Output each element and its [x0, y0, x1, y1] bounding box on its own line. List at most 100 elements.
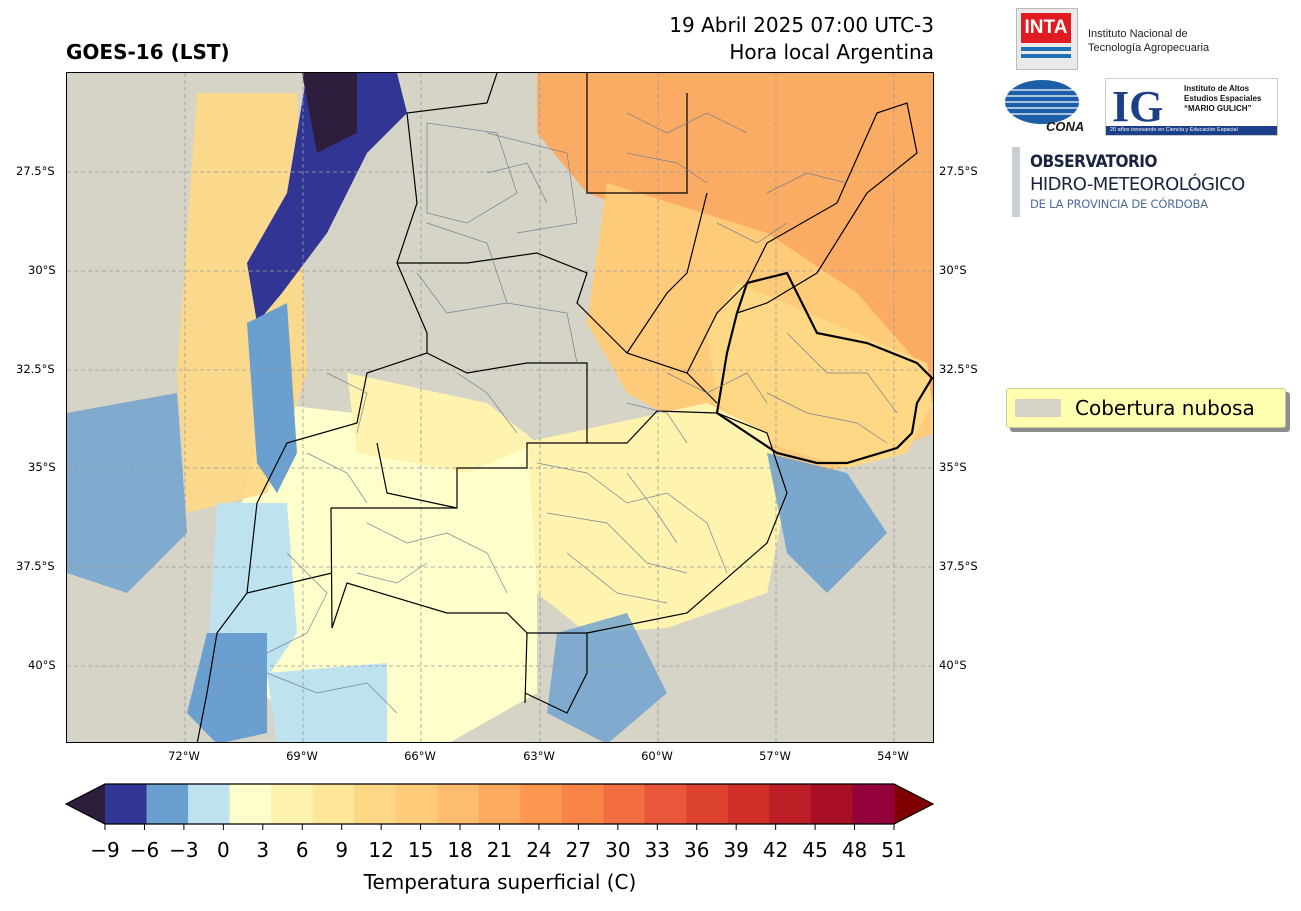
inta-text-line: Instituto Nacional de — [1088, 28, 1188, 40]
lon-label: 54°W — [877, 749, 909, 763]
colorbar-tick-label: 39 — [723, 838, 749, 862]
lon-label: 69°W — [286, 749, 318, 763]
ig-text-line: Instituto de Altos — [1184, 84, 1250, 93]
ig-logo: IG Instituto de Altos Estudios Espaciale… — [1105, 78, 1278, 136]
colorbar-tick-label: 0 — [216, 838, 230, 862]
colorbar-cell — [852, 784, 895, 824]
colorbar-cell — [437, 784, 480, 824]
province-boundaries — [196, 73, 918, 742]
pale-region-ba — [522, 403, 787, 633]
lat-label-left: 35°S — [28, 460, 56, 474]
colorbar-cell — [271, 784, 314, 824]
colorbar-cell — [561, 784, 604, 824]
mild-region-east — [707, 283, 932, 468]
map-canvas — [67, 73, 933, 742]
inta-logo: INTA — [1016, 8, 1078, 70]
colorbar-cell — [395, 784, 438, 824]
cloud-cover-swatch — [1015, 399, 1061, 417]
lon-label: 60°W — [641, 749, 673, 763]
lon-label: 66°W — [404, 749, 436, 763]
colorbar-tick-label: 30 — [605, 838, 631, 862]
observatorio-province: DE LA PROVINCIA DE CÓRDOBA — [1030, 197, 1208, 211]
lat-label-left: 27.5°S — [16, 164, 55, 178]
colorbar — [64, 783, 935, 830]
pale-region-center — [347, 373, 537, 473]
colorbar-tick-label: −9 — [90, 838, 120, 862]
lon-label: 57°W — [759, 749, 791, 763]
cold-region-andes-north — [247, 73, 407, 323]
cool-region-patagonia — [267, 663, 387, 742]
inta-name: Instituto Nacional de Tecnología Agropec… — [1088, 27, 1209, 55]
colorbar-cell — [146, 784, 189, 824]
colorbar-tick-label: 48 — [841, 838, 868, 862]
ig-text-line: “MARIO GULICH” — [1184, 104, 1252, 113]
observatorio-subtitle: HIDRO-METEOROLÓGICO — [1030, 174, 1245, 195]
inta-text-line: Tecnología Agropecuaria — [1088, 42, 1210, 54]
lat-label-left: 30°S — [28, 263, 56, 277]
cold-region-andes-mid — [247, 303, 297, 493]
datetime-header: 19 Abril 2025 07:00 UTC-3 Hora local Arg… — [669, 12, 934, 66]
pale-region-south — [237, 403, 537, 742]
lon-label: 72°W — [168, 749, 200, 763]
colorbar-tick-label: 21 — [486, 838, 513, 862]
observatorio-title: OBSERVATORIO — [1030, 152, 1158, 172]
colorbar-tick-label: 12 — [368, 838, 394, 862]
colorbar-tick-label: 9 — [335, 838, 349, 862]
colorbar-tick-label: −6 — [129, 838, 160, 862]
lat-label-right: 27.5°S — [939, 164, 978, 178]
inta-mark: INTA — [1021, 13, 1071, 43]
colorbar-tick-label: 45 — [802, 838, 828, 862]
conae-logo: CONAE — [1005, 80, 1084, 134]
colorbar-cell — [354, 784, 397, 824]
colorbar-tick-label: 51 — [881, 838, 907, 862]
colorbar-tick-label: 24 — [526, 838, 552, 862]
colorbar-cell — [644, 784, 687, 824]
cold-region-pacific — [67, 393, 187, 593]
lat-label-left: 40°S — [28, 658, 56, 672]
colorbar-label: Temperatura superficial (C) — [363, 870, 637, 894]
lat-label-right: 35°S — [939, 460, 967, 474]
cold-region-ocean-2 — [547, 613, 667, 742]
colorbar-cell — [686, 784, 729, 824]
lat-label-right: 40°S — [939, 658, 967, 672]
lon-label: 63°W — [523, 749, 555, 763]
legend-label: Cobertura nubosa — [1075, 396, 1255, 420]
ig-mark: IG — [1112, 82, 1164, 131]
observatorio-bar — [1012, 147, 1020, 217]
ig-text: Instituto de Altos Estudios Espaciales “… — [1184, 84, 1261, 114]
colorbar-cell — [312, 784, 355, 824]
map-title: GOES-16 (LST) — [66, 40, 230, 64]
colorbar-over-arrow — [894, 784, 933, 824]
colorbar-cell — [520, 784, 563, 824]
colorbar-cell — [188, 784, 231, 824]
colorbar-tick-label: 27 — [565, 838, 592, 862]
department-boundaries — [266, 112, 898, 714]
temperature-map[interactable] — [66, 72, 934, 743]
uruguay-boundary — [715, 271, 933, 465]
colorbar-cell — [727, 784, 770, 824]
datetime-line-2: Hora local Argentina — [729, 40, 934, 64]
ig-strip: 20 años innovando en Ciencia y Educación… — [1106, 126, 1277, 135]
cold-region-south — [187, 633, 267, 742]
cold-region-ocean-1 — [767, 453, 887, 593]
lat-label-right: 37.5°S — [939, 559, 978, 573]
colorbar-tick-label: −3 — [169, 838, 199, 862]
colorbar-cell — [810, 784, 853, 824]
very-cold-region — [302, 73, 357, 153]
colorbar-tick-label: 6 — [295, 838, 309, 862]
colorbar-tick-label: 33 — [644, 838, 671, 862]
datetime-line-1: 19 Abril 2025 07:00 UTC-3 — [669, 13, 934, 37]
colorbar-tick-label: 15 — [407, 838, 434, 862]
lat-label-right: 30°S — [939, 263, 967, 277]
colorbar-cell — [229, 784, 272, 824]
colorbar-tick-label: 3 — [256, 838, 270, 862]
lat-label-right: 32.5°S — [939, 362, 978, 376]
conae-text: CONAE — [1046, 119, 1084, 134]
colorbar-tick-label: 36 — [684, 838, 710, 862]
colorbar-tick-label: 42 — [762, 838, 789, 862]
colorbar-tick-label: 18 — [447, 838, 473, 862]
ig-text-line: Estudios Espaciales — [1184, 94, 1262, 103]
colorbar-under-arrow — [66, 784, 105, 824]
lat-label-left: 37.5°S — [16, 559, 55, 573]
colorbar-cell — [105, 784, 148, 824]
